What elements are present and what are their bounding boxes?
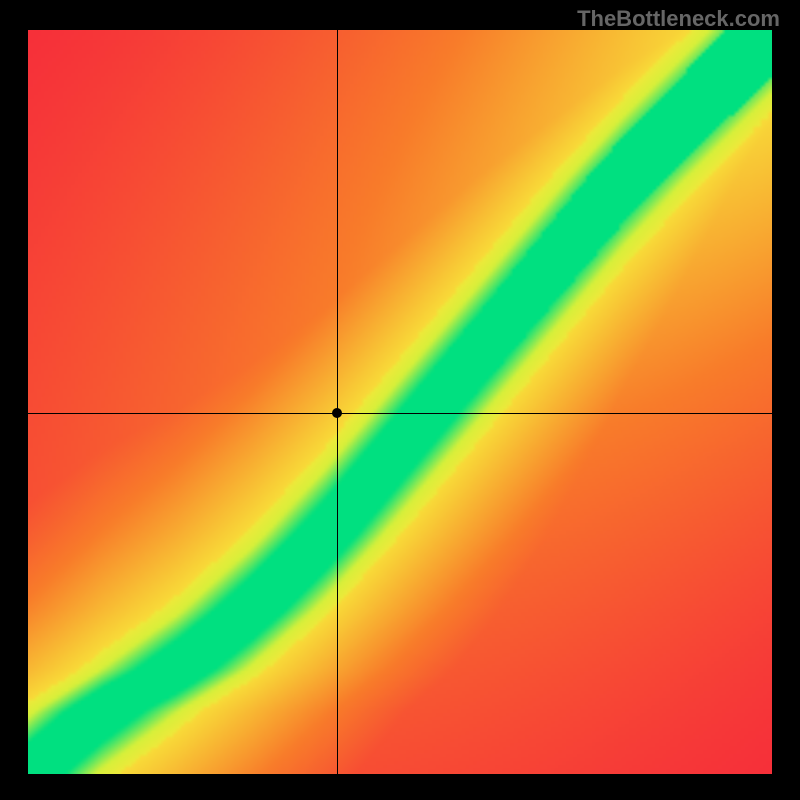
plot-area [28,30,772,774]
crosshair-marker [332,408,342,418]
watermark-text: TheBottleneck.com [577,6,780,32]
chart-container: TheBottleneck.com [0,0,800,800]
crosshair-vertical [337,30,338,774]
crosshair-horizontal [28,413,772,414]
heatmap-canvas [28,30,772,774]
